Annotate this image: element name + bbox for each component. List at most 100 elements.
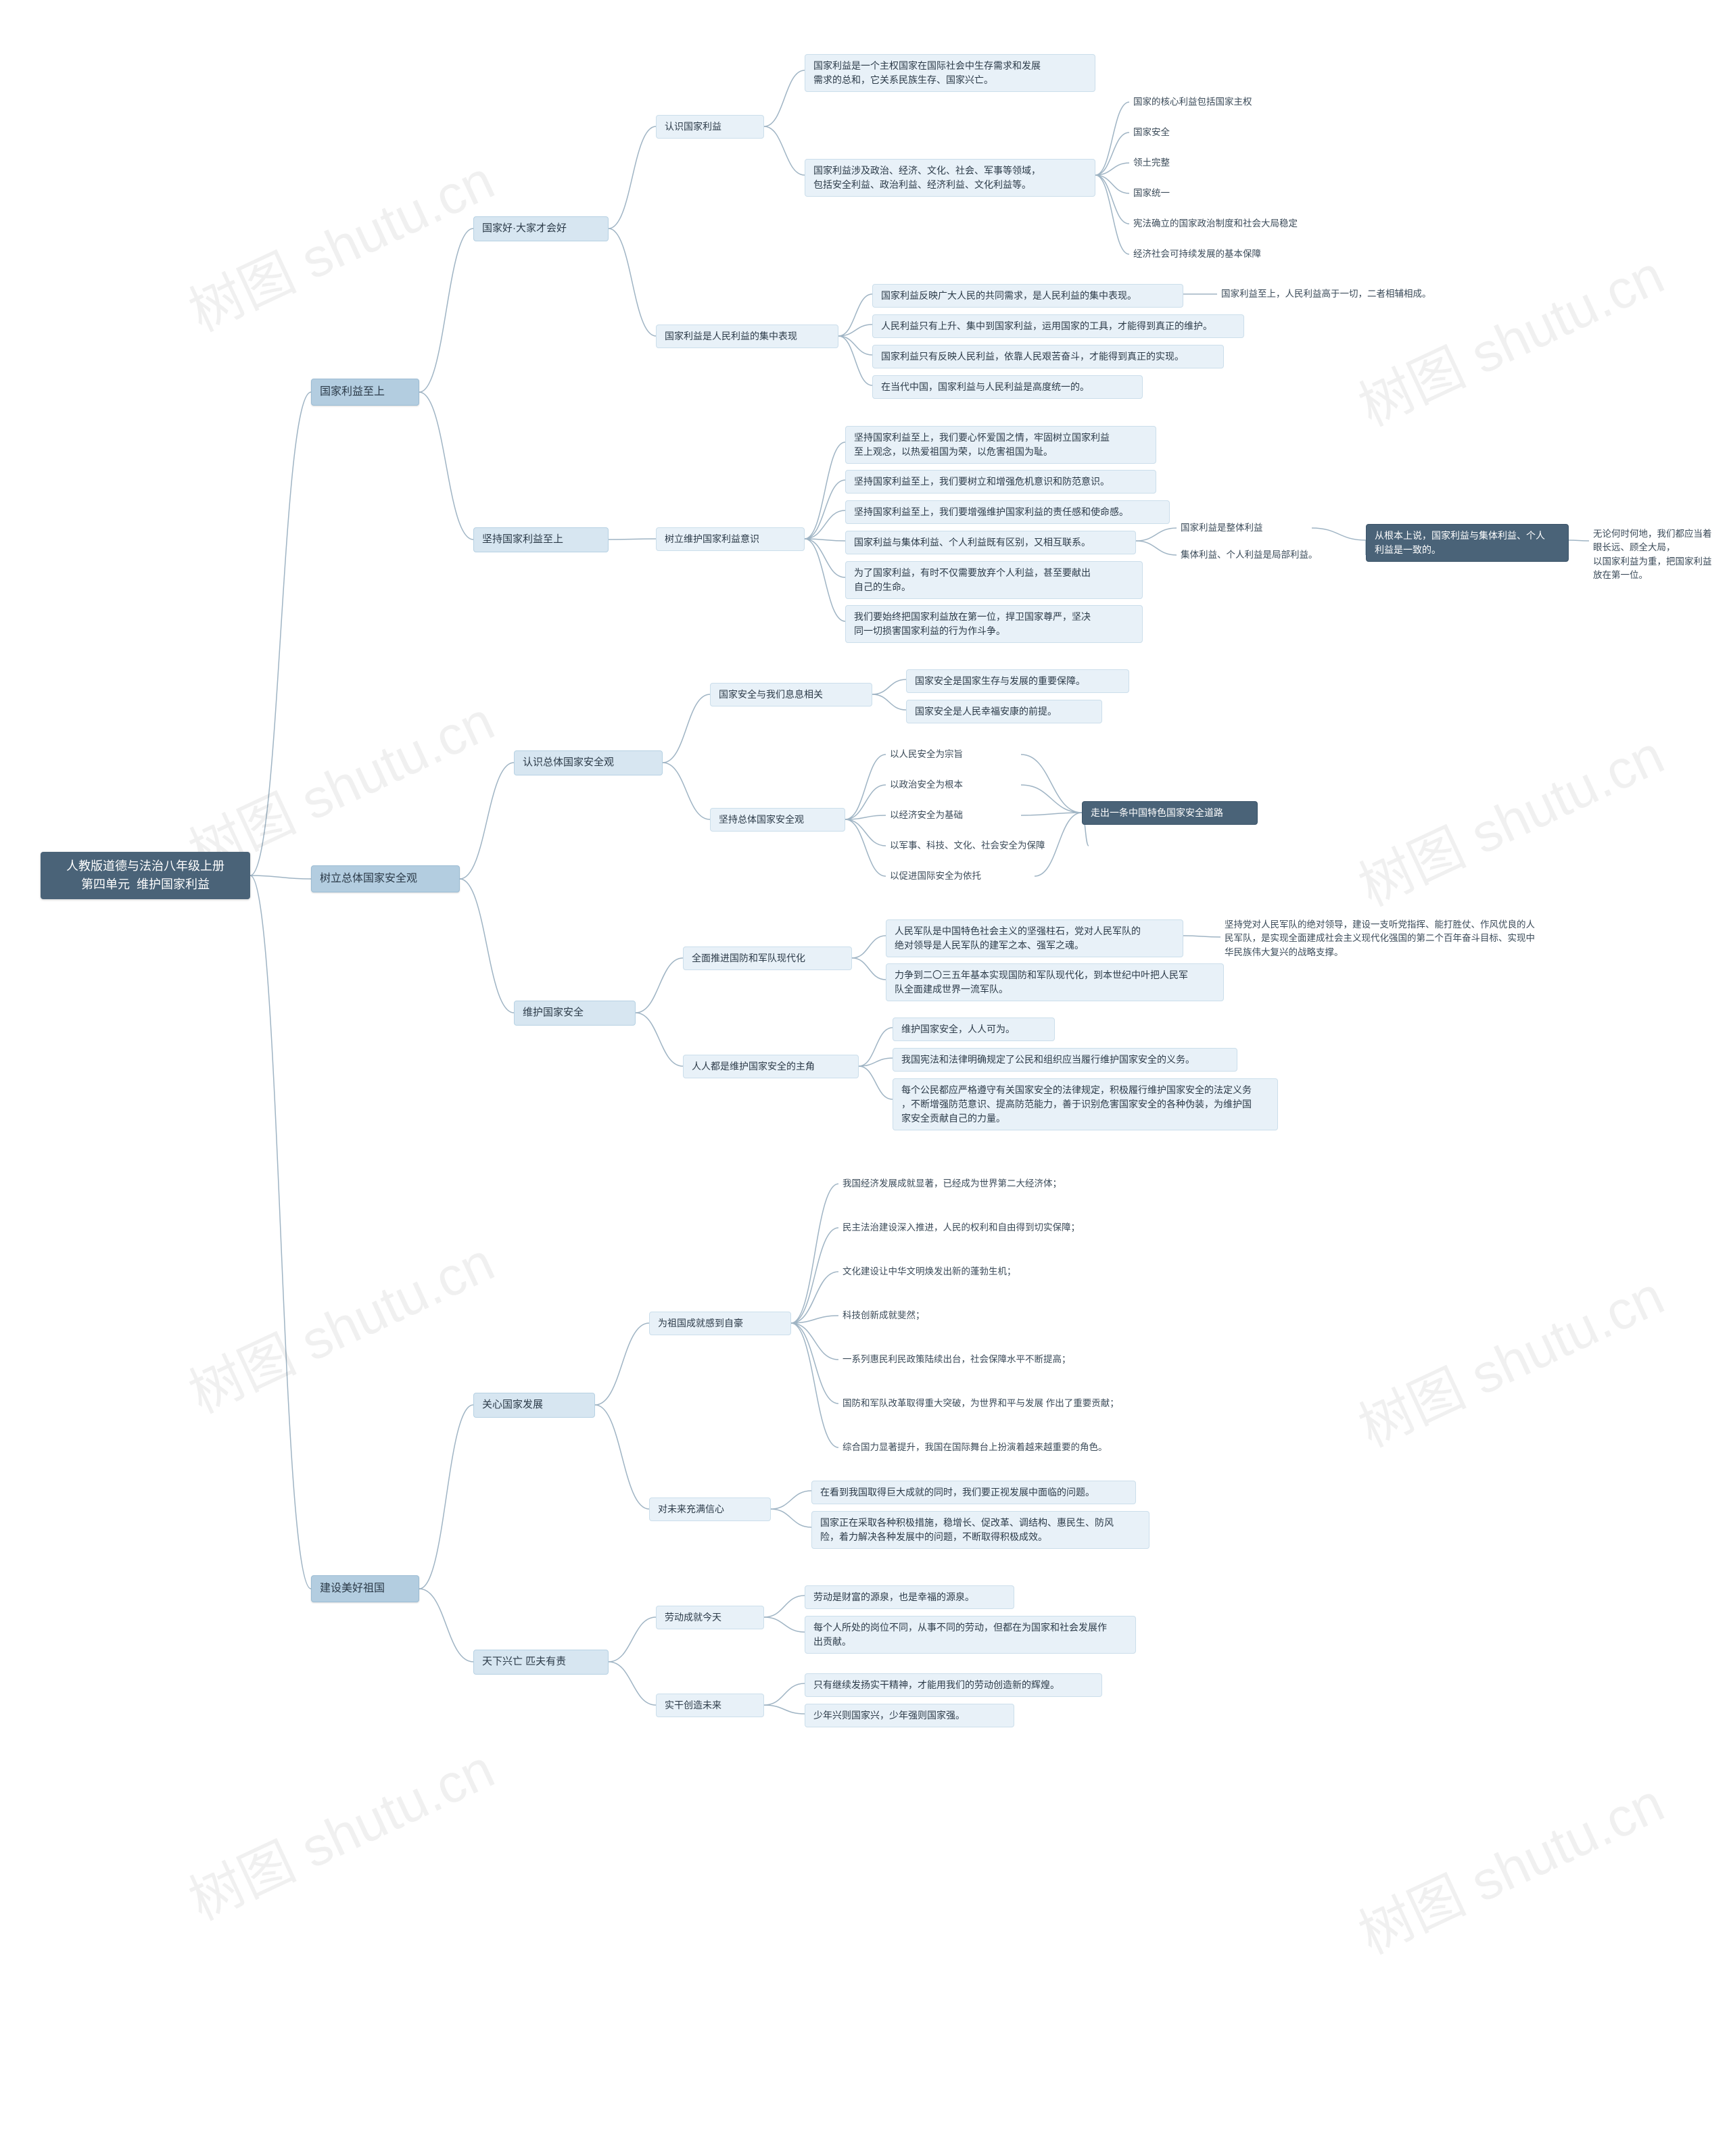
mindmap-node-c212: 每个人所处的岗位不同，从事不同的劳动，但都在为国家和社会发展作 出贡献。: [805, 1616, 1136, 1654]
connector: [1095, 175, 1129, 193]
connector: [852, 958, 886, 980]
mindmap-node-b121: 以人民安全为宗旨: [886, 747, 1021, 762]
mindmap-node-a112e: 宪法确立的国家政治制度和社会大局稳定: [1129, 216, 1359, 231]
connector: [1021, 785, 1082, 813]
mindmap-node-b221: 维护国家安全，人人可为。: [893, 1017, 1055, 1041]
connector: [419, 1589, 473, 1662]
connector: [460, 763, 514, 879]
watermark-text: 树图 shutu.cn: [1344, 712, 1674, 921]
connector: [859, 1028, 893, 1066]
mindmap-node-a11: 认识国家利益: [656, 115, 764, 139]
mindmap-node-root: 人教版道德与法治八年级上册 第四单元 维护国家利益: [41, 852, 250, 899]
connector: [805, 539, 845, 621]
connector: [872, 694, 906, 710]
connector: [845, 819, 886, 846]
connector: [609, 539, 656, 540]
connector: [1021, 754, 1082, 813]
mindmap-node-c211: 劳动是财富的源泉，也是幸福的源泉。: [805, 1585, 1014, 1609]
connector: [845, 754, 886, 819]
connector: [845, 785, 886, 819]
mindmap-node-a2: 坚持国家利益至上: [473, 527, 609, 552]
mindmap-node-c112: 民主法治建设深入推进，人民的权利和自由得到切实保障；: [838, 1220, 1136, 1235]
mindmap-node-b11: 国家安全与我们息息相关: [710, 683, 872, 706]
mindmap-node-b123d: 走出一条中国特色国家安全道路: [1082, 801, 1258, 825]
mindmap-node-a214a: 国家利益是整体利益: [1177, 521, 1312, 535]
mindmap-node-a123: 国家利益只有反映人民利益，依靠人民艰苦奋斗，才能得到真正的实现。: [872, 345, 1224, 368]
mindmap-node-b223: 每个公民都应严格遵守有关国家安全的法律规定，积极履行维护国家安全的法定义务 ，不…: [893, 1078, 1278, 1130]
connector: [636, 1013, 683, 1066]
mindmap-node-c222: 少年兴则国家兴，少年强则国家强。: [805, 1704, 1014, 1727]
mindmap-node-b2: 维护国家安全: [514, 1001, 636, 1026]
mindmap-node-a112a: 国家的核心利益包括国家主权: [1129, 95, 1305, 110]
connector: [609, 1662, 656, 1705]
mindmap-node-c1: 关心国家发展: [473, 1393, 595, 1418]
connector: [1569, 540, 1589, 541]
mindmap-node-a212: 坚持国家利益至上，我们要树立和增强危机意识和防范意识。: [845, 470, 1156, 494]
mindmap-node-a111: 国家利益是一个主权国家在国际社会中生存需求和发展 需求的总和，它关系民族生存、国…: [805, 54, 1095, 92]
connector: [663, 694, 710, 763]
connector: [805, 539, 845, 577]
connector: [791, 1323, 838, 1447]
connector: [1095, 102, 1129, 175]
mindmap-node-b: 树立总体国家安全观: [311, 865, 460, 892]
connector: [1183, 936, 1220, 937]
mindmap-node-b112: 国家安全是人民幸福安康的前提。: [906, 700, 1102, 723]
connector: [250, 392, 311, 876]
connector: [609, 1617, 656, 1662]
mindmap-node-c114: 科技创新成就斐然；: [838, 1308, 974, 1323]
connector: [838, 336, 872, 385]
mindmap-node-b123: 以经济安全为基础: [886, 808, 1021, 823]
connector: [609, 126, 656, 229]
mindmap-node-c221: 只有继续发扬实干精神，才能用我们的劳动创造新的辉煌。: [805, 1673, 1102, 1697]
mindmap-node-a214b: 集体利益、个人利益是局部利益。: [1177, 548, 1366, 562]
connector: [852, 936, 886, 958]
connector: [805, 510, 845, 539]
mindmap-node-a122: 人民利益只有上升、集中到国家利益，运用国家的工具，才能得到真正的维护。: [872, 314, 1244, 338]
connector: [1095, 133, 1129, 175]
mindmap-node-c115: 一系列惠民利民政策陆续出台，社会保障水平不断提高；: [838, 1352, 1136, 1367]
watermark-text: 树图 shutu.cn: [174, 137, 504, 347]
mindmap-node-b211: 人民军队是中国特色社会主义的坚强柱石，党对人民军队的 绝对领导是人民军队的建军之…: [886, 919, 1183, 957]
mindmap-node-c113: 文化建设让中华文明焕发出新的蓬勃生机；: [838, 1264, 1082, 1279]
connector: [791, 1316, 838, 1323]
connector: [805, 442, 845, 539]
connector: [859, 1066, 893, 1099]
mindmap-node-a124: 在当代中国，国家利益与人民利益是高度统一的。: [872, 375, 1143, 399]
mindmap-node-a121: 国家利益反映广大人民的共同需求，是人民利益的集中表现。: [872, 284, 1183, 308]
connector: [609, 229, 656, 336]
connector: [845, 815, 886, 819]
mindmap-node-b212: 力争到二〇三五年基本实现国防和军队现代化，到本世纪中叶把人民军 队全面建成世界一…: [886, 963, 1224, 1001]
connector: [250, 876, 311, 879]
connector: [460, 879, 514, 1013]
mindmap-node-a213: 坚持国家利益至上，我们要增强维护国家利益的责任感和使命感。: [845, 500, 1170, 524]
mindmap-node-c11: 为祖国成就感到自豪: [649, 1312, 791, 1335]
mindmap-node-b122: 以政治安全为根本: [886, 777, 1021, 792]
mindmap-node-a214e: 无论何时何地，我们都应当着眼长远、顾全大局， 以国家利益为重，把国家利益放在第一…: [1589, 527, 1724, 582]
mindmap-node-a121n: 国家利益至上，人民利益高于一切，二者相辅相成。: [1217, 287, 1488, 302]
mindmap-node-c116: 国防和军队改革取得重大突破，为世界和平与发展 作出了重要贡献；: [838, 1396, 1163, 1411]
watermark-text: 树图 shutu.cn: [1344, 1760, 1674, 1969]
mindmap-node-a211: 坚持国家利益至上，我们要心怀爱国之情，牢固树立国家利益 至上观念，以热爱祖国为荣…: [845, 426, 1156, 464]
connector: [805, 480, 845, 539]
mindmap-node-a112c: 领土完整: [1129, 155, 1210, 170]
mindmap-node-a112d: 国家统一: [1129, 186, 1210, 201]
connector: [838, 325, 872, 336]
connector: [805, 539, 845, 541]
connector: [663, 763, 710, 819]
connector: [595, 1323, 649, 1405]
connector: [764, 1705, 805, 1714]
mindmap-node-b125: 以促进国际安全为依托: [886, 869, 1035, 884]
mindmap-node-b12: 坚持总体国家安全观: [710, 808, 845, 832]
mindmap-node-a112b: 国家安全: [1129, 125, 1210, 140]
mindmap-node-c: 建设美好祖国: [311, 1575, 419, 1602]
connector: [1136, 528, 1177, 541]
mindmap-node-b22: 人人都是维护国家安全的主角: [683, 1055, 859, 1078]
mindmap-node-a: 国家利益至上: [311, 379, 419, 406]
connector: [419, 229, 473, 392]
connector: [1136, 541, 1177, 555]
connector: [859, 1058, 893, 1066]
connector: [771, 1509, 811, 1527]
mindmap-node-a215: 为了国家利益，有时不仅需要放弃个人利益，甚至要献出 自己的生命。: [845, 561, 1143, 599]
mindmap-node-c21: 劳动成就今天: [656, 1606, 764, 1629]
connector: [791, 1323, 838, 1360]
